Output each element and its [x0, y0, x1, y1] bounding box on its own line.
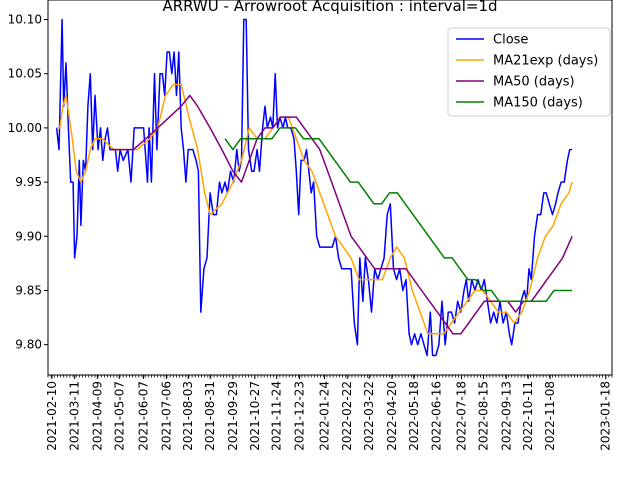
x-tick-label-14: 2022-03-22: [362, 381, 376, 451]
x-tick-label-20: 2022-09-13: [499, 381, 513, 451]
x-tick-label-13: 2022-02-22: [340, 381, 354, 451]
x-tick-label-0: 2021-02-10: [45, 381, 59, 451]
x-tick-label-12: 2022-01-24: [318, 381, 332, 451]
series-line-3: [224, 127, 573, 303]
plot-lines: [55, 18, 573, 357]
x-tick-label-8: 2021-09-29: [226, 381, 240, 451]
x-tick-label-21: 2022-10-11: [521, 381, 535, 451]
legend-label-1: MA21exp (days): [493, 54, 598, 69]
y-tick-label-5: 10.05: [8, 67, 42, 81]
x-tick-label-16: 2022-05-18: [407, 381, 421, 451]
y-axis: 9.80 9.85 9.90 9.95 10.00 10.05 10.10: [8, 13, 48, 352]
legend-label-3: MA150 (days): [493, 96, 583, 111]
x-tick-label-3: 2021-05-07: [112, 381, 126, 451]
x-tick-label-7: 2021-08-31: [203, 381, 217, 451]
x-tick-label-22: 2022-11-08: [543, 381, 557, 451]
x-tick-label-17: 2022-06-16: [430, 381, 444, 451]
x-tick-label-11: 2021-12-23: [292, 381, 306, 451]
y-tick-label-1: 9.85: [15, 283, 42, 297]
series-line-1: [56, 83, 573, 335]
x-tick-label-5: 2021-07-06: [159, 381, 173, 451]
legend-label-0: Close: [493, 33, 528, 48]
x-tick-label-6: 2021-08-03: [181, 381, 195, 451]
x-tick-label-23: 2023-01-18: [599, 381, 613, 451]
y-tick-label-4: 10.00: [8, 121, 42, 135]
y-tick-label-6: 10.10: [8, 13, 42, 27]
legend-label-2: MA50 (days): [493, 75, 575, 90]
x-tick-label-19: 2022-08-15: [477, 381, 491, 451]
y-tick-label-0: 9.80: [15, 338, 42, 352]
x-tick-label-15: 2022-04-20: [385, 381, 399, 451]
x-tick-label-1: 2021-03-11: [68, 381, 82, 451]
x-tick-label-4: 2021-06-07: [137, 381, 151, 451]
y-tick-label-3: 9.95: [15, 175, 42, 189]
x-tick-label-2: 2021-04-09: [90, 381, 104, 451]
x-tick-label-10: 2021-11-24: [270, 381, 284, 451]
legend: Close MA21exp (days) MA50 (days) MA150 (day…: [447, 27, 611, 117]
x-tick-label-18: 2022-07-18: [455, 381, 469, 451]
legend-box: [447, 27, 611, 117]
plot-frame: [47, 0, 613, 376]
x-tick-label-9: 2021-10-27: [248, 381, 262, 451]
x-axis: 2021-02-10 2021-03-11 2021-04-09 2021-05-07…: [45, 375, 613, 451]
chart-title: ARRWU - Arrowroot Acquisition : interval…: [162, 0, 497, 15]
y-tick-label-2: 9.90: [15, 229, 42, 243]
